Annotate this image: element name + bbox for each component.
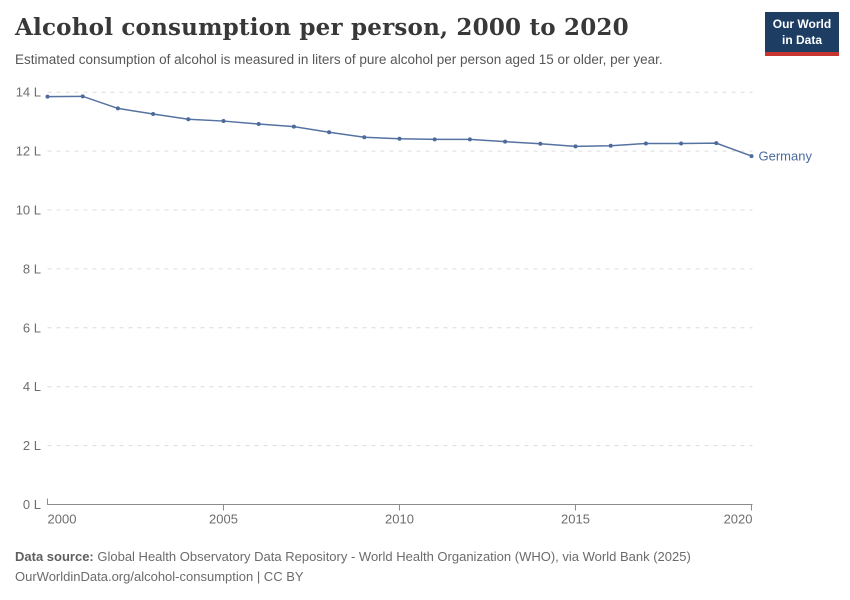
data-point [45,94,50,99]
license-line: OurWorldinData.org/alcohol-consumption |… [15,569,304,584]
data-point [362,135,367,140]
data-source-text: Global Health Observatory Data Repositor… [93,549,691,564]
data-source-label: Data source: [15,549,94,564]
data-point [186,117,191,122]
data-point [397,136,402,141]
y-tick-label: 8 L [23,261,41,276]
chart-subtitle: Estimated consumption of alcohol is meas… [15,52,663,67]
x-axis-labels: 2000 2005 2010 2015 2020 [48,512,753,527]
data-point [573,144,578,149]
x-tick-label: 2020 [724,512,753,527]
data-source-line: Data source: Global Health Observatory D… [15,547,835,567]
data-point [221,119,226,124]
data-point [291,124,296,129]
x-tick-label: 2000 [48,512,77,527]
data-point [679,141,684,146]
y-tick-label: 2 L [23,438,41,453]
y-tick-label: 10 L [16,203,41,218]
data-point [467,137,472,142]
owid-logo-box: Our World in Data [765,12,839,53]
owid-logo: Our World in Data [765,12,839,57]
x-tick-label: 2010 [385,512,414,527]
data-point [256,122,261,127]
y-tick-label: 12 L [16,144,41,159]
x-axis [47,498,753,511]
gridlines [47,91,753,447]
owid-logo-red-bar [765,52,839,57]
y-tick-label: 4 L [23,379,41,394]
data-point [503,139,508,144]
series-line [47,95,752,157]
data-point [714,141,719,146]
data-point [608,143,613,148]
data-point [327,130,332,135]
data-point [151,111,156,116]
data-point [643,141,648,146]
series-name-label: Germany [759,149,813,164]
data-point [115,106,120,111]
data-point [80,94,85,99]
y-tick-label: 6 L [23,320,41,335]
data-series [45,94,754,159]
data-point [432,137,437,142]
x-tick-label: 2015 [561,512,590,527]
owid-logo-line1: Our World [772,17,832,31]
x-tick-label: 2005 [209,512,238,527]
y-axis-labels: 0 L 2 L 4 L 6 L 8 L 10 L 12 L 14 L [16,85,41,512]
series-end-label: Germany [759,149,813,164]
data-point [749,154,754,159]
y-tick-label: 14 L [16,85,41,100]
chart-footer: Data source: Global Health Observatory D… [15,547,835,587]
y-tick-label: 0 L [23,497,41,512]
data-point [538,141,543,146]
page-title: Alcohol consumption per person, 2000 to … [15,14,629,41]
owid-logo-line2: in Data [781,32,822,47]
